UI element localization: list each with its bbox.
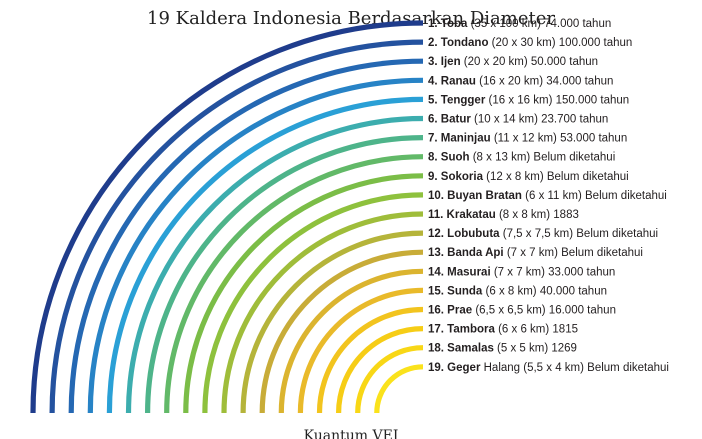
arc-label: 3. Ijen (20 x 20 km) 50.000 tahun xyxy=(428,56,598,68)
arc-label-detail: (20 x 20 km) 50.000 tahun xyxy=(461,56,598,68)
arc-bar-prae xyxy=(316,306,424,414)
arc-bar-sunda xyxy=(297,287,424,414)
arc-label-name: 12. Lobubuta xyxy=(428,228,500,240)
chart-title: 19 Kaldera Indonesia Berdasarkan Diamete… xyxy=(147,8,555,29)
arc-label: 17. Tambora (6 x 6 km) 1815 xyxy=(428,324,578,336)
arc-label-detail: (12 x 8 km) Belum diketahui xyxy=(483,171,629,183)
arc-label-name: 16. Prae xyxy=(428,305,472,317)
arc-label-detail: (7 x 7 km) 33.000 tahun xyxy=(491,266,616,278)
arc-label-name: 18. Samalas xyxy=(428,343,494,355)
arc-label: 9. Sokoria (12 x 8 km) Belum diketahui xyxy=(428,171,629,183)
arc-bar-krakatau xyxy=(221,211,424,414)
arc-label: 13. Banda Api (7 x 7 km) Belum diketahui xyxy=(428,247,643,259)
arc-label-detail: (7 x 7 km) Belum diketahui xyxy=(504,247,643,259)
arc-label-detail: (6,5 x 6,5 km) 16.000 tahun xyxy=(472,305,616,317)
arc-bar-masurai xyxy=(278,268,424,414)
arc-label-name: 15. Sunda xyxy=(428,285,483,297)
arc-label-detail: Halang (5,5 x 4 km) Belum diketahui xyxy=(480,362,669,374)
arc-label: 12. Lobubuta (7,5 x 7,5 km) Belum diketa… xyxy=(428,228,658,240)
arc-label-name: 3. Ijen xyxy=(428,56,461,68)
arc-label: 2. Tondano (20 x 30 km) 100.000 tahun xyxy=(428,37,632,49)
arc-label-name: 11. Krakatau xyxy=(428,209,496,221)
arc-label-detail: (5 x 5 km) 1269 xyxy=(494,343,577,355)
arc-label: 18. Samalas (5 x 5 km) 1269 xyxy=(428,343,577,355)
arc-label-name: 8. Suoh xyxy=(428,152,470,164)
arc-label-detail: (8 x 13 km) Belum diketahui xyxy=(470,152,616,164)
arc-bar-tengger xyxy=(106,96,424,414)
arc-bar-toba xyxy=(30,20,424,414)
arc-label: 8. Suoh (8 x 13 km) Belum diketahui xyxy=(428,152,615,164)
arc-bar-sokoria xyxy=(183,173,424,414)
arc-label-detail: (6 x 11 km) Belum diketahui xyxy=(522,190,667,202)
arc-label-detail: (6 x 6 km) 1815 xyxy=(495,324,578,336)
arc-bar-tambora xyxy=(336,326,424,414)
arc-label: 14. Masurai (7 x 7 km) 33.000 tahun xyxy=(428,266,615,278)
arc-bar-ijen xyxy=(68,58,424,414)
arc-bar-tondano xyxy=(49,39,424,414)
arc-label: 19. Geger Halang (5,5 x 4 km) Belum dike… xyxy=(428,362,669,374)
arc-label-detail: (6 x 8 km) 40.000 tahun xyxy=(482,285,607,297)
arc-bar-buyan-bratan xyxy=(202,192,424,414)
arc-label-name: 1. Toba xyxy=(428,18,468,30)
arc-label: 15. Sunda (6 x 8 km) 40.000 tahun xyxy=(428,285,607,297)
arc-label-name: 5. Tengger xyxy=(428,94,486,106)
arc-label-detail: (16 x 20 km) 34.000 tahun xyxy=(476,75,613,87)
arc-label: 6. Batur (10 x 14 km) 23.700 tahun xyxy=(428,114,608,126)
arc-label-detail: (20 x 30 km) 100.000 tahun xyxy=(488,37,632,49)
arc-label-detail: (11 x 12 km) 53.000 tahun xyxy=(491,133,628,145)
arc-label-name: 19. Geger xyxy=(428,362,481,374)
arc-label-detail: (16 x 16 km) 150.000 tahun xyxy=(485,94,629,106)
arc-label-name: 4. Ranau xyxy=(428,75,476,87)
arc-bar-geger xyxy=(374,364,424,414)
arc-bar-banda-api xyxy=(259,249,424,414)
arc-label: 10. Buyan Bratan (6 x 11 km) Belum diket… xyxy=(428,190,667,202)
arc-label-detail: (10 x 14 km) 23.700 tahun xyxy=(471,114,608,126)
arc-label-detail: (35 x 100 km) 74.000 tahun xyxy=(467,18,611,30)
arc-label: 16. Prae (6,5 x 6,5 km) 16.000 tahun xyxy=(428,305,616,317)
arc-bar-maninjau xyxy=(145,135,424,414)
arc-label-detail: (7,5 x 7,5 km) Belum diketahui xyxy=(500,228,659,240)
arc-label-name: 6. Batur xyxy=(428,114,471,126)
arc-label: 4. Ranau (16 x 20 km) 34.000 tahun xyxy=(428,75,613,87)
chart-caption: Kuantum VEI xyxy=(303,428,399,439)
arc-label: 11. Krakatau (8 x 8 km) 1883 xyxy=(428,209,579,221)
arc-label-name: 9. Sokoria xyxy=(428,171,484,183)
arc-bar-batur xyxy=(125,115,424,414)
arc-label-name: 2. Tondano xyxy=(428,37,488,49)
arc-bar-samalas xyxy=(355,345,424,414)
arc-bar-ranau xyxy=(87,77,424,414)
arc-label-name: 13. Banda Api xyxy=(428,247,504,259)
arc-label-name: 14. Masurai xyxy=(428,266,491,278)
arc-label-name: 10. Buyan Bratan xyxy=(428,190,522,202)
arc-label-name: 17. Tambora xyxy=(428,324,495,336)
arc-label-detail: (8 x 8 km) 1883 xyxy=(496,209,579,221)
arc-label: 1. Toba (35 x 100 km) 74.000 tahun xyxy=(428,18,611,30)
arc-label: 5. Tengger (16 x 16 km) 150.000 tahun xyxy=(428,94,629,106)
arc-bar-lobubuta xyxy=(240,230,424,414)
arc-bar-suoh xyxy=(164,154,424,414)
arc-label-name: 7. Maninjau xyxy=(428,133,491,145)
arc-label: 7. Maninjau (11 x 12 km) 53.000 tahun xyxy=(428,133,627,145)
